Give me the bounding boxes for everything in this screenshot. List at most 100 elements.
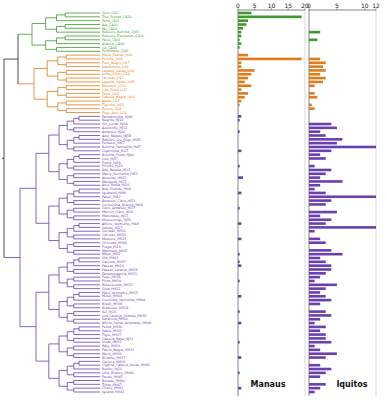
bar (238, 375, 239, 378)
bar (309, 314, 331, 317)
bar (238, 161, 239, 164)
bar (309, 257, 320, 260)
branch (66, 58, 100, 59)
branch (74, 342, 100, 343)
branch (67, 374, 74, 375)
bar (309, 337, 326, 340)
bar (238, 150, 241, 153)
branch (56, 14, 65, 15)
bar (309, 310, 326, 313)
branch (74, 259, 79, 260)
branch (65, 24, 100, 25)
bar (238, 391, 239, 394)
bar (309, 46, 310, 49)
tick-label: 0 (236, 2, 240, 9)
branch (58, 57, 66, 58)
bar (309, 195, 376, 198)
branch (67, 159, 74, 160)
branch (74, 376, 100, 377)
branch (65, 35, 100, 36)
tick (376, 9, 377, 11)
branch (67, 382, 74, 383)
branch (67, 313, 74, 314)
tick-label: 10 (268, 2, 276, 9)
bar (238, 264, 241, 267)
branch (74, 300, 100, 301)
bar (309, 12, 310, 15)
bar (309, 165, 315, 168)
branch (58, 87, 66, 88)
branch (46, 49, 57, 50)
branch (66, 74, 100, 75)
branch (36, 153, 49, 154)
branch (74, 185, 100, 186)
bar (309, 192, 326, 195)
bar (238, 226, 239, 229)
bar (238, 379, 239, 382)
panel-edge (376, 10, 377, 396)
tick-label: 0 (307, 2, 311, 9)
branch (79, 223, 100, 224)
branch (74, 156, 79, 157)
branch (59, 163, 67, 164)
bar (309, 172, 326, 175)
bar (309, 364, 320, 367)
tick (364, 9, 365, 11)
bar (238, 50, 239, 53)
bar (309, 127, 337, 130)
branch (74, 273, 100, 274)
tick (254, 9, 255, 11)
bar (238, 241, 239, 244)
branch (74, 384, 100, 385)
bar (238, 146, 239, 149)
bar (309, 199, 331, 202)
branch (67, 366, 74, 367)
bar (238, 318, 239, 321)
branch (74, 392, 100, 393)
bars (309, 31, 376, 393)
branch (65, 28, 100, 29)
branch (74, 242, 100, 243)
bar (309, 104, 312, 107)
branch (65, 13, 100, 14)
bar (309, 142, 337, 145)
branch (74, 363, 79, 364)
bar (309, 291, 320, 294)
bars (238, 12, 302, 390)
branch (67, 193, 74, 194)
bar (238, 127, 239, 130)
bar (238, 134, 239, 137)
bar (238, 326, 239, 329)
bar (309, 268, 331, 271)
branch (67, 305, 74, 306)
branch (74, 319, 100, 320)
branch (66, 97, 100, 98)
bar (238, 35, 241, 38)
branch (20, 188, 36, 189)
branch (79, 189, 100, 190)
bar (309, 77, 326, 80)
branch (59, 232, 67, 233)
bar (309, 215, 320, 218)
branch (59, 282, 67, 283)
branch (49, 309, 59, 310)
branch (59, 336, 67, 337)
branch (74, 181, 100, 182)
bar (238, 349, 239, 352)
branch (74, 280, 100, 281)
branch (59, 351, 67, 352)
branch (67, 252, 74, 253)
bar (309, 211, 337, 214)
branch (74, 219, 100, 220)
tick-label: 5 (253, 2, 257, 9)
bar (309, 249, 331, 252)
branch (59, 386, 67, 387)
bar (238, 261, 240, 264)
bar (238, 69, 255, 72)
bar (309, 303, 320, 306)
bar (238, 387, 241, 390)
bar (309, 50, 310, 53)
bar (309, 130, 320, 133)
branch (74, 250, 100, 251)
tick-label: 10 (361, 2, 369, 9)
